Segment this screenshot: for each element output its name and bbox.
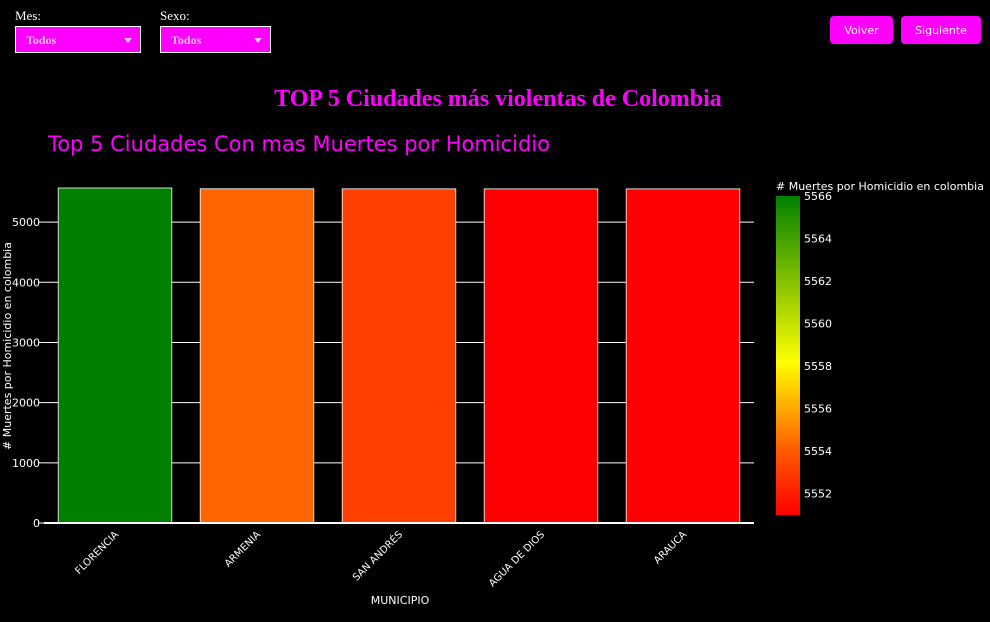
- colorbar-tick-label: 5556: [804, 403, 832, 416]
- back-button[interactable]: Volver: [830, 16, 893, 44]
- x-tick-label: ARAUCA: [652, 529, 689, 566]
- y-tick-label: 0: [33, 517, 40, 530]
- colorbar-tick-label: 5552: [804, 488, 832, 501]
- colorbar-tick-label: 5564: [804, 233, 832, 246]
- chevron-down-icon: [254, 38, 262, 43]
- x-tick-label: SAN ANDRÉS: [349, 528, 405, 584]
- y-tick-label: 2000: [12, 397, 40, 410]
- y-axis-label: # Muertes por Homicidio en colombia: [1, 242, 14, 450]
- y-tick-label: 3000: [12, 336, 40, 349]
- y-tick-label: 1000: [12, 457, 40, 470]
- y-tick-label: 5000: [12, 216, 40, 229]
- x-tick-label: ARMENIA: [223, 529, 263, 569]
- mes-dropdown[interactable]: Todos: [15, 26, 141, 53]
- colorbar-tick-label: 5562: [804, 275, 832, 288]
- bar: [57, 187, 173, 524]
- bar: [341, 188, 457, 524]
- mes-dropdown-value: Todos: [26, 33, 57, 47]
- colorbar-tick-label: 5560: [804, 318, 832, 331]
- colorbar: [776, 196, 800, 515]
- filter-sexo: Sexo: Todos: [160, 8, 271, 53]
- filter-sexo-label: Sexo:: [160, 8, 190, 23]
- x-tick-label: FLORENCIA: [73, 529, 121, 577]
- chart-title: Top 5 Ciudades Con mas Muertes por Homic…: [47, 132, 550, 156]
- y-tick-label: 4000: [12, 276, 40, 289]
- x-tick-label: AGUA DE DIOS: [487, 529, 547, 589]
- bar: [625, 188, 741, 524]
- colorbar-tick-label: 5558: [804, 360, 832, 373]
- bar: [199, 188, 315, 524]
- bar: [483, 188, 599, 524]
- chevron-down-icon: [124, 38, 132, 43]
- x-axis-label: MUNICIPIO: [371, 594, 430, 607]
- colorbar-tick-label: 5566: [804, 190, 832, 203]
- colorbar-tick-label: 5554: [804, 445, 832, 458]
- filter-mes: Mes: Todos: [15, 8, 141, 53]
- colorbar-title: # Muertes por Homicidio en colombia: [776, 180, 984, 193]
- sexo-dropdown[interactable]: Todos: [160, 26, 271, 53]
- sexo-dropdown-value: Todos: [171, 33, 202, 47]
- page-title: TOP 5 Ciudades más violentas de Colombia: [274, 86, 722, 112]
- filter-mes-label: Mes:: [15, 8, 41, 23]
- next-button[interactable]: Siguiente: [901, 16, 981, 44]
